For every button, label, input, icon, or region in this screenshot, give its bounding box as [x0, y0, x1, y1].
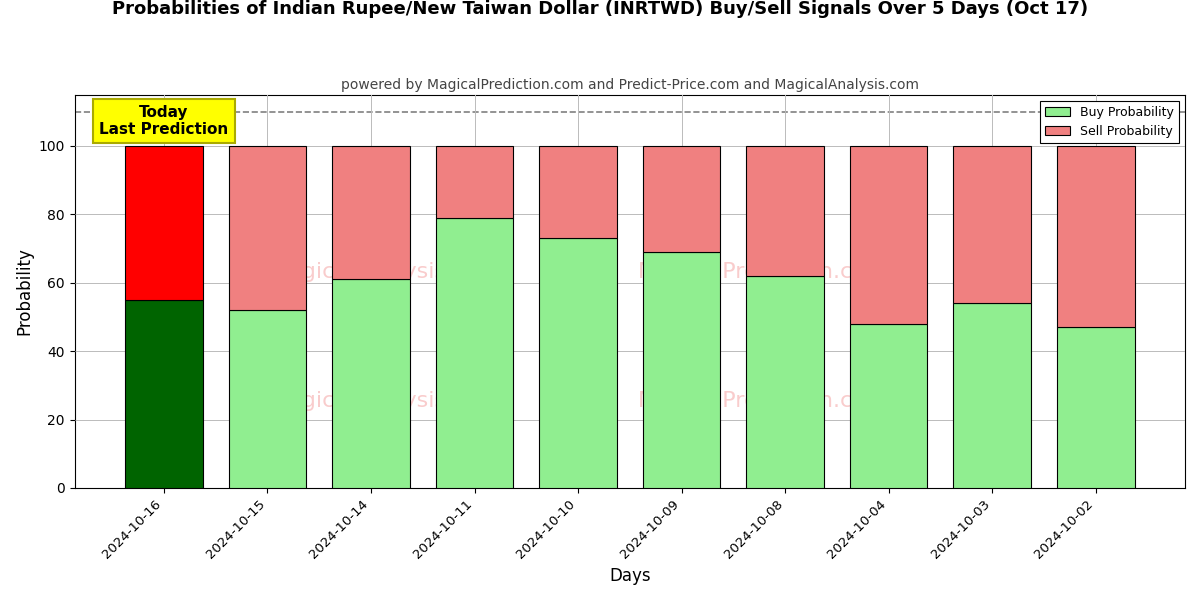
- Bar: [953, 146, 1031, 303]
- Text: MagicalAnalysis.com: MagicalAnalysis.com: [270, 262, 502, 281]
- Bar: [539, 146, 617, 238]
- X-axis label: Days: Days: [610, 567, 650, 585]
- Text: Probabilities of Indian Rupee/New Taiwan Dollar (INRTWD) Buy/Sell Signals Over 5: Probabilities of Indian Rupee/New Taiwan…: [112, 0, 1088, 18]
- Bar: [125, 300, 203, 488]
- Bar: [229, 146, 306, 310]
- Text: MagicalAnalysis.com: MagicalAnalysis.com: [270, 391, 502, 412]
- Bar: [332, 146, 410, 280]
- Bar: [746, 276, 824, 488]
- Bar: [643, 252, 720, 488]
- Legend: Buy Probability, Sell Probability: Buy Probability, Sell Probability: [1040, 101, 1178, 143]
- Bar: [1057, 327, 1134, 488]
- Bar: [229, 310, 306, 488]
- Bar: [539, 238, 617, 488]
- Text: MagicalPrediction.com: MagicalPrediction.com: [638, 391, 888, 412]
- Text: Today
Last Prediction: Today Last Prediction: [100, 105, 228, 137]
- Bar: [850, 146, 928, 324]
- Bar: [332, 280, 410, 488]
- Bar: [125, 146, 203, 300]
- Bar: [1057, 146, 1134, 327]
- Bar: [643, 146, 720, 252]
- Bar: [436, 146, 514, 218]
- Bar: [436, 218, 514, 488]
- Bar: [953, 303, 1031, 488]
- Title: powered by MagicalPrediction.com and Predict-Price.com and MagicalAnalysis.com: powered by MagicalPrediction.com and Pre…: [341, 78, 919, 92]
- Text: MagicalPrediction.com: MagicalPrediction.com: [638, 262, 888, 281]
- Bar: [850, 324, 928, 488]
- Bar: [746, 146, 824, 276]
- Y-axis label: Probability: Probability: [16, 247, 34, 335]
